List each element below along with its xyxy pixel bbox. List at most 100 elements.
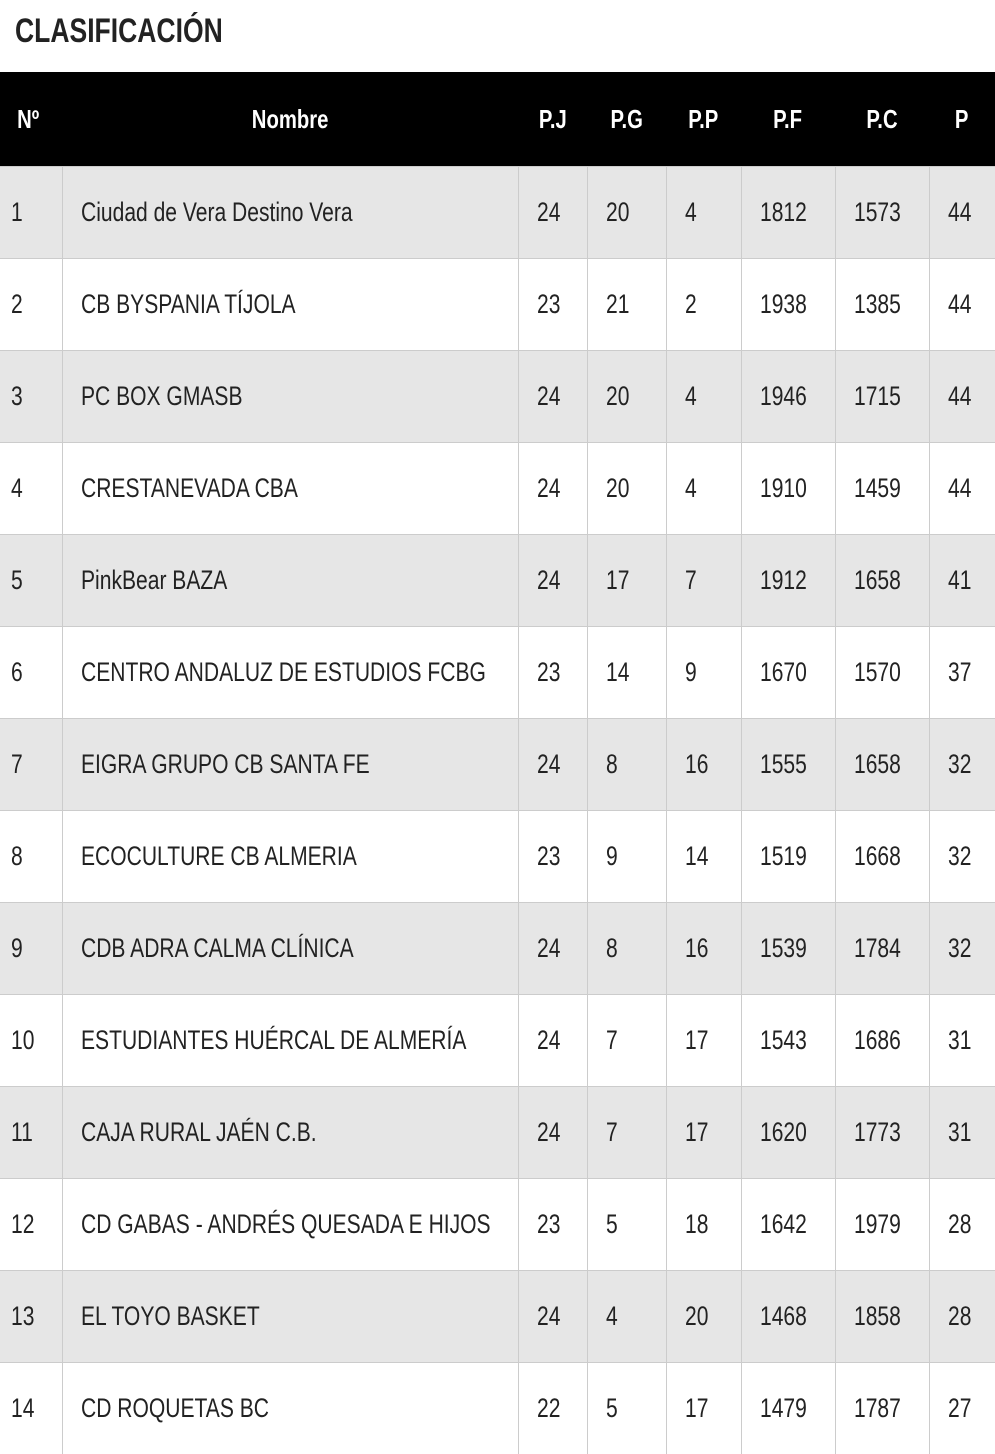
table-cell-text: 14 (606, 657, 629, 688)
table-cell: 7 (0, 719, 62, 811)
table-cell-text: 24 (537, 381, 560, 412)
table-cell-text: 24 (537, 1301, 560, 1332)
table-cell: CRESTANEVADA CBA (62, 443, 518, 535)
table-cell: 3 (0, 351, 62, 443)
table-cell-text: Ciudad de Vera Destino Vera (81, 197, 353, 228)
table-cell-text: 32 (948, 933, 971, 964)
table-cell: 1658 (835, 719, 929, 811)
table-cell-text: 1459 (854, 473, 901, 504)
table-cell: 24 (518, 535, 587, 627)
table-cell-text: 28 (948, 1209, 971, 1240)
table-cell-text: 1642 (760, 1209, 807, 1240)
table-cell-text: 24 (537, 197, 560, 228)
table-cell: 4 (666, 167, 741, 259)
title: CLASIFICACIÓN (0, 0, 995, 72)
table-cell: 1479 (741, 1363, 835, 1454)
table-cell: 17 (666, 995, 741, 1087)
table-cell: 31 (929, 995, 995, 1087)
table-cell: 5 (587, 1179, 666, 1271)
table-cell: 28 (929, 1271, 995, 1363)
table-cell-text: 1468 (760, 1301, 807, 1332)
table-cell: Ciudad de Vera Destino Vera (62, 167, 518, 259)
table-cell-text: 4 (685, 381, 697, 412)
table-cell-text: 9 (11, 933, 23, 964)
table-cell-text: 7 (606, 1117, 618, 1148)
table-cell: 24 (518, 167, 587, 259)
table-cell: 44 (929, 167, 995, 259)
table-cell: 44 (929, 259, 995, 351)
table-cell: CAJA RURAL JAÉN C.B. (62, 1087, 518, 1179)
table-cell: ECOCULTURE CB ALMERIA (62, 811, 518, 903)
table-cell-text: 14 (11, 1393, 34, 1424)
table-cell: 24 (518, 719, 587, 811)
table-cell-text: 17 (685, 1025, 708, 1056)
table-cell: 10 (0, 995, 62, 1087)
table-cell-text: 1686 (854, 1025, 901, 1056)
table-cell-text: 1 (11, 197, 23, 228)
table-cell: 1686 (835, 995, 929, 1087)
table-cell-text: 1812 (760, 197, 807, 228)
table-cell-text: 11 (11, 1117, 33, 1148)
table-cell-text: 17 (606, 565, 629, 596)
table-cell-text: 2 (11, 289, 23, 320)
table-cell-text: 4 (685, 473, 697, 504)
table-cell: EIGRA GRUPO CB SANTA FE (62, 719, 518, 811)
table-cell-text: 1479 (760, 1393, 807, 1424)
table-cell: 23 (518, 811, 587, 903)
table-cell: 12 (0, 1179, 62, 1271)
table-cell: 1784 (835, 903, 929, 995)
table-cell: 1668 (835, 811, 929, 903)
table-cell-text: 9 (685, 657, 697, 688)
table-cell-text: 1946 (760, 381, 807, 412)
table-cell: 24 (518, 351, 587, 443)
table-cell: 13 (0, 1271, 62, 1363)
table-cell-text: 24 (537, 933, 560, 964)
table-cell: 16 (666, 719, 741, 811)
table-cell: 4 (0, 443, 62, 535)
header-cell: P.C (835, 72, 929, 167)
table-cell: 1946 (741, 351, 835, 443)
table-cell: 1573 (835, 167, 929, 259)
table-cell-text: 24 (537, 749, 560, 780)
table-cell-text: 1620 (760, 1117, 807, 1148)
table-cell: PinkBear BAZA (62, 535, 518, 627)
header-cell: P (929, 72, 995, 167)
table-cell: 9 (587, 811, 666, 903)
title-text: CLASIFICACIÓN (15, 0, 223, 62)
table-cell: 14 (666, 811, 741, 903)
table-cell: 1858 (835, 1271, 929, 1363)
table-cell: 2 (0, 259, 62, 351)
table-cell-text: 24 (537, 1117, 560, 1148)
table-cell: 20 (587, 443, 666, 535)
table-cell: 5 (0, 535, 62, 627)
table-cell-text: 6 (11, 657, 23, 688)
table-cell: 18 (666, 1179, 741, 1271)
table-cell-text: 1539 (760, 933, 807, 964)
table-cell: 1787 (835, 1363, 929, 1454)
table-cell: 14 (0, 1363, 62, 1454)
table-cell-text: 1543 (760, 1025, 807, 1056)
table-cell: 7 (587, 995, 666, 1087)
header-cell: P.J (518, 72, 587, 167)
table-cell-text: CAJA RURAL JAÉN C.B. (81, 1117, 317, 1148)
table-cell: 1715 (835, 351, 929, 443)
table-cell-text: 20 (606, 381, 629, 412)
table-cell: 16 (666, 903, 741, 995)
table-cell: CD GABAS - ANDRÉS QUESADA E HIJOS (62, 1179, 518, 1271)
table-cell-text: 1555 (760, 749, 807, 780)
table-cell: 1670 (741, 627, 835, 719)
table-cell-text: EIGRA GRUPO CB SANTA FE (81, 749, 370, 780)
table-cell-text: 1715 (854, 381, 901, 412)
table-cell-text: 3 (11, 381, 23, 412)
table-cell-text: 17 (685, 1393, 708, 1424)
table-cell: 1570 (835, 627, 929, 719)
table-cell-text: 4 (606, 1301, 618, 1332)
